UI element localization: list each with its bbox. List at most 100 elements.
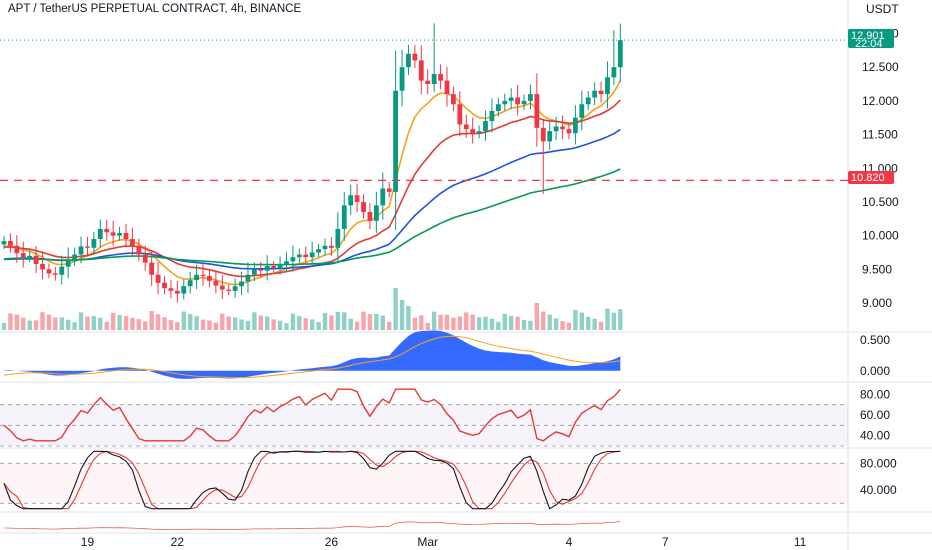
volume-bar [110,312,116,330]
candle [592,82,598,106]
candle-body [335,228,341,248]
volume-bar [322,312,328,330]
time-tick-label: Mar [417,535,438,549]
candle [46,263,52,279]
candle [611,30,617,86]
candle-body [155,274,161,283]
candle-body [592,90,598,98]
candle [508,88,514,110]
candle [470,117,476,144]
volume-bar [412,317,418,330]
candle-body [502,100,508,105]
candle-body [322,245,328,250]
candle [181,279,187,300]
volume-bar [33,320,39,330]
candle [8,233,13,253]
rsi-tick-label: 60.00 [860,408,890,422]
candle [585,91,591,111]
volume-bar [451,317,456,330]
volume-bar [406,306,411,330]
candle-body [572,117,578,134]
currency-label[interactable]: USDT [866,2,899,16]
candle-body [207,276,212,281]
rsi-tick-label: 40.00 [860,429,890,443]
candle [149,250,155,286]
candle-body [540,127,546,142]
candle [540,119,546,194]
candle [251,262,257,281]
volume-bar [284,323,289,330]
rsi-line [3,388,621,442]
candle [155,261,161,295]
time-axis: 19 22 26 Mar 4 7 11 [0,532,932,549]
horizontal-level [0,39,848,181]
volume-bar [528,320,533,330]
candle-body [431,73,437,85]
volume-bar [1,322,7,330]
volume-bar [187,314,193,330]
price-tick-label: 12.000 [862,94,899,108]
volume-bar [419,315,424,330]
volume-bar [14,314,20,330]
time-tick-label: 22 [171,535,185,549]
level-value: 10.820 [851,172,885,184]
candle-body [168,288,174,291]
candle [425,69,431,95]
candle-body [476,131,482,134]
volume-bar [496,321,501,330]
candle-body [200,274,206,277]
volume-bar [162,317,167,330]
candle [566,122,572,140]
candle-body [348,195,354,206]
volume-bar [598,321,604,330]
candle-body [611,67,617,78]
candle-body [605,77,610,95]
candlesticks [1,23,623,303]
volume-bar [252,312,257,330]
candle [521,94,527,110]
candle [290,245,296,272]
candle [174,280,180,303]
candle-body [566,129,572,134]
time-tick-label: 4 [566,535,573,549]
candle-body [104,228,110,233]
candle-body [470,129,476,134]
volume-bar [297,316,302,330]
candle [386,182,392,198]
volume-bar [605,308,610,330]
volume-bar [579,312,584,330]
volume-bar [258,315,263,330]
candle [226,285,232,295]
volume-bar [399,300,405,330]
candle [463,114,469,138]
volume-bar [508,315,514,330]
candle [194,264,199,290]
candle-body [14,245,20,254]
candle [412,45,418,69]
volume-bar [374,313,379,330]
volume-bar [553,318,559,330]
candle [341,192,347,241]
candle-body [271,265,277,268]
candle-body [444,80,450,95]
candle-body [508,97,514,101]
volume-bar [232,317,238,330]
volume-bar [309,319,315,330]
candle [489,98,495,133]
candle [348,184,354,215]
candle-body [251,269,257,275]
candle-body [329,245,334,248]
candle-body [451,94,456,105]
volume-bar [393,288,398,330]
candle-body [399,67,405,91]
candle [123,223,129,248]
volume-bar [98,317,103,330]
candle-body [303,254,309,258]
volume-bar [438,314,443,330]
candle-body [341,205,347,229]
candle [534,73,540,147]
candle [27,250,33,263]
candle [476,125,482,139]
candle-body [40,263,45,270]
